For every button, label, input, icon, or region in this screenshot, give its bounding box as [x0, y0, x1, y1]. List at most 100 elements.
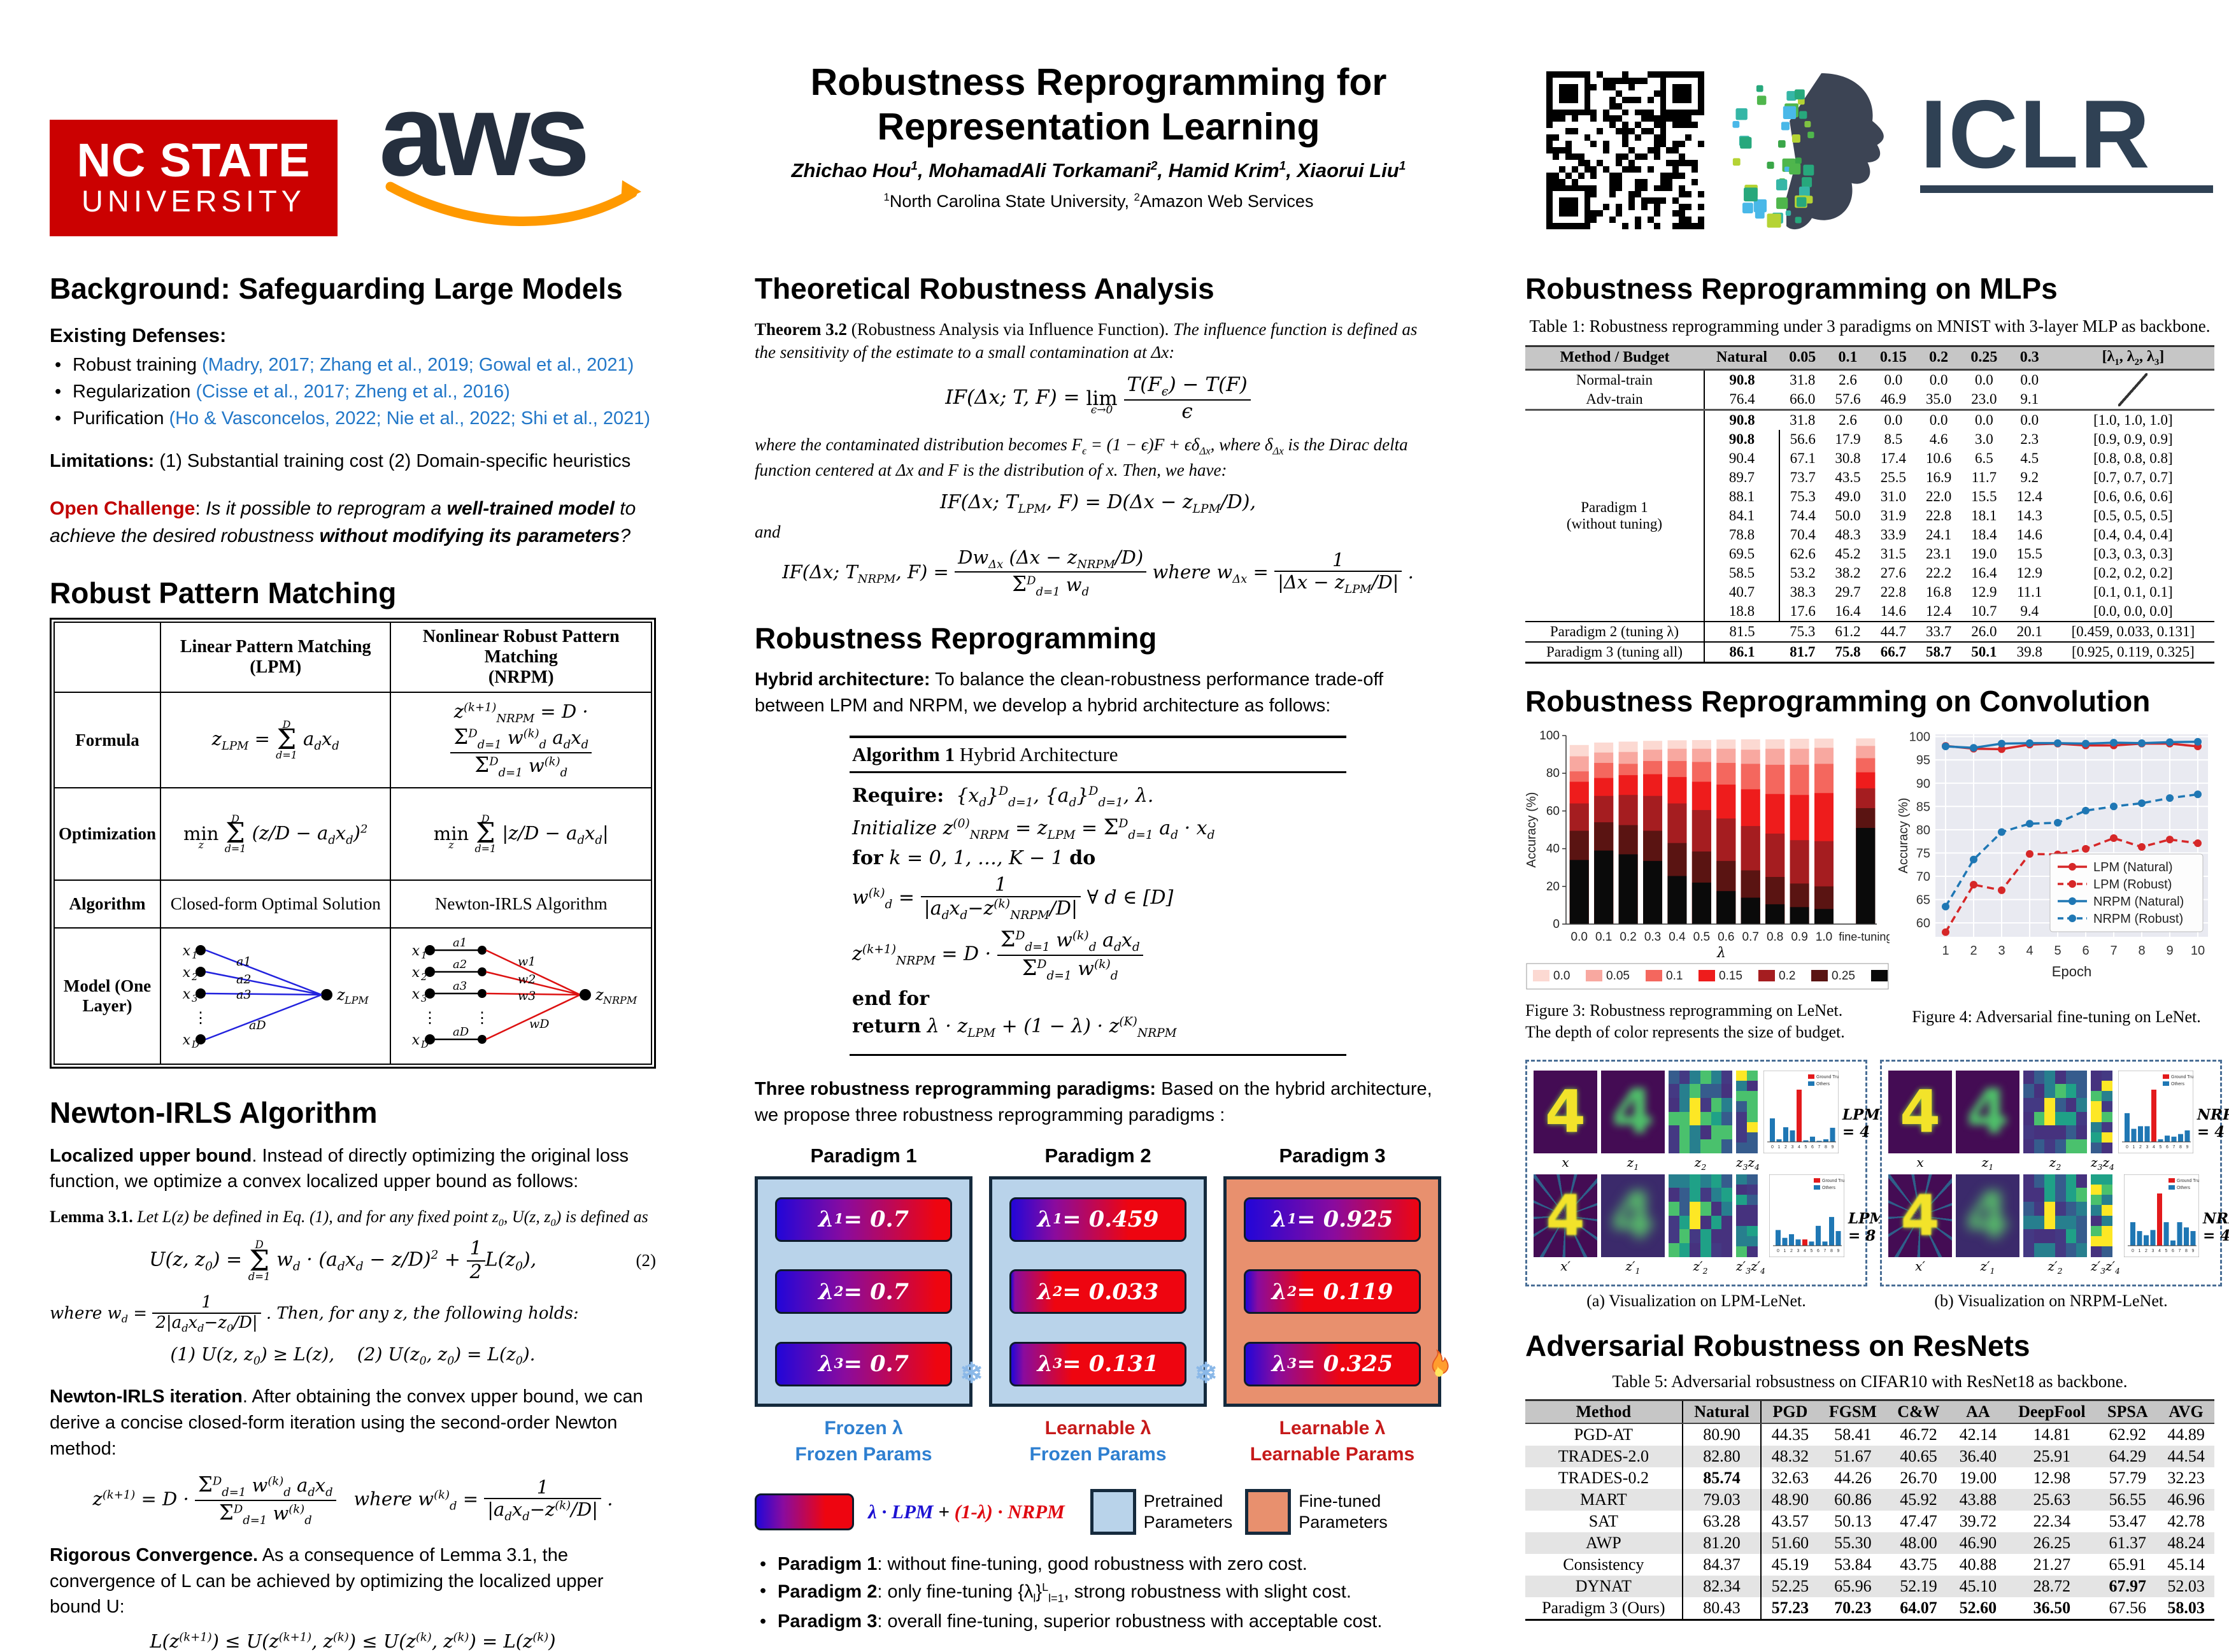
value-cell: 31.8: [1790, 412, 1816, 429]
qr-cell: [1584, 197, 1591, 204]
qr-cell: [1597, 96, 1604, 103]
qr-cell: [1698, 115, 1704, 122]
qr-cell: [1603, 122, 1610, 129]
qr-cell: [1558, 223, 1565, 229]
viz-panel-caption: (a) Visualization on LPM-LeNet.: [1586, 1291, 1806, 1310]
qr-cell: [1641, 141, 1648, 148]
method-cell: Adv-train: [1525, 390, 1705, 410]
value-cell: 65.96: [1818, 1576, 1888, 1598]
title-block: Robustness Reprogramming for Representat…: [701, 61, 1497, 211]
svg-text:a1: a1: [453, 936, 467, 950]
svg-text:0: 0: [1777, 1249, 1779, 1253]
qr-cell: [1660, 115, 1667, 122]
rigorous-convergence-text: Rigorous Convergence. As a consequence o…: [50, 1545, 604, 1618]
svg-text:2: 2: [1790, 1249, 1793, 1253]
qr-cell: [1609, 109, 1616, 116]
qr-cell: [1691, 191, 1698, 198]
svg-text:0.5: 0.5: [1693, 930, 1710, 944]
qr-cell: [1628, 210, 1635, 217]
qr-cell: [1597, 103, 1604, 110]
table5: Method Natural PGD FGSM C&W AA DeepFool SPSA AVG…: [1525, 1399, 2214, 1621]
qr-cell: [1647, 223, 1654, 229]
qr-cell: [1672, 191, 1679, 198]
value-cell: 50.0: [1835, 508, 1861, 524]
svg-text:0.7: 0.7: [1742, 930, 1759, 944]
svg-text:2: 2: [1970, 944, 1977, 958]
qr-cell: [1679, 128, 1686, 135]
qr-cell: [1641, 103, 1648, 110]
qr-cell: [1546, 210, 1553, 217]
qr-cell: [1679, 109, 1686, 116]
defense-name: Robust training: [73, 354, 203, 375]
qr-cell: [1616, 223, 1623, 229]
svg-text:85: 85: [1916, 800, 1930, 814]
qr-cell: [1590, 109, 1597, 116]
qr-cell: [1672, 153, 1679, 160]
value-cell: 52.25: [1761, 1576, 1819, 1598]
qr-cell: [1552, 115, 1559, 122]
value-cell: 39.72: [1959, 1512, 1997, 1531]
qr-cell: [1641, 166, 1648, 173]
svg-text:1: 1: [2138, 1249, 2140, 1253]
qr-cell: [1546, 134, 1553, 141]
qr-cell: [1634, 103, 1641, 110]
qr-cell: [1603, 96, 1610, 103]
section-background-heading: Background: Safeguarding Large Models: [50, 272, 623, 305]
value-cell: 75.8: [1835, 644, 1861, 660]
qr-cell: [1641, 178, 1648, 185]
qr-cell: [1552, 71, 1559, 78]
qr-cell: [1641, 90, 1648, 97]
qr-cell: [1660, 134, 1667, 141]
viz-tile-block: 4 x′: [1534, 1174, 1597, 1274]
qr-cell: [1672, 115, 1679, 122]
value-cell: 46.9: [1880, 391, 1906, 408]
qr-cell: [1679, 217, 1686, 224]
table-row: PGD-AT 80.90 44.35 58.41 46.72 42.14 14.81 62.9…: [1525, 1423, 2214, 1446]
svg-text:Ground Truth: Ground Truth: [1822, 1179, 1844, 1183]
qr-cell: [1552, 210, 1559, 217]
svg-text:90: 90: [1916, 777, 1930, 791]
qr-cell: [1597, 166, 1604, 173]
svg-text:w3: w3: [518, 989, 536, 1003]
value-cell: 11.1: [2017, 584, 2042, 601]
iclr-logo-text: ICLR: [1920, 80, 2151, 189]
qr-cell: [1691, 134, 1698, 141]
svg-text:x: x: [412, 1032, 420, 1048]
qr-cell: [1622, 71, 1628, 78]
value-cell: 19.00: [1959, 1469, 1997, 1488]
qr-cell: [1685, 191, 1692, 198]
svg-text:7: 7: [2178, 1249, 2181, 1253]
qr-cell: [1698, 90, 1704, 97]
viz-tile-label: z3z4: [1736, 1154, 1760, 1172]
qr-cell: [1609, 159, 1616, 166]
svg-text:8: 8: [1825, 1145, 1827, 1150]
qr-cell: [1616, 210, 1623, 217]
qr-cell: [1628, 71, 1635, 78]
qr-cell: [1641, 204, 1648, 211]
qr-cell: [1653, 223, 1660, 229]
qr-cell: [1698, 191, 1704, 198]
value-cell: 55.30: [1818, 1532, 1888, 1555]
qr-cell: [1558, 77, 1565, 84]
qr-cell: [1672, 134, 1679, 141]
column-header: 0.1: [1825, 346, 1870, 371]
value-cell: 80.43: [1682, 1597, 1762, 1620]
svg-text:9: 9: [1837, 1249, 1839, 1253]
qr-cell: [1679, 147, 1686, 153]
svg-text:Ground Truth: Ground Truth: [2171, 1075, 2193, 1079]
qr-cell: [1691, 103, 1698, 110]
qr-cell: [1691, 90, 1698, 97]
paradigm-params-label: Frozen Params: [795, 1443, 932, 1465]
table-header-row: Method Natural PGD FGSM C&W AA DeepFool SPSA AVG: [1525, 1400, 2214, 1425]
qr-cell: [1698, 153, 1704, 160]
qr-cell: [1616, 197, 1623, 204]
rpm-row-optimization: Optimization: [53, 787, 161, 881]
value-cell: 24.1: [1926, 527, 1952, 543]
iclr-logo: ICLR: [1920, 86, 2213, 193]
svg-text:0: 0: [2126, 1145, 2128, 1150]
algorithm-line: w(k)d = 1 |adxd−z(k)NRPM/D| ∀ d ∈ [D]: [852, 873, 1174, 923]
svg-text:100: 100: [1539, 729, 1560, 743]
figure4-caption: Figure 4: Adversarial fine-tuning on LeN…: [1912, 1007, 2201, 1026]
